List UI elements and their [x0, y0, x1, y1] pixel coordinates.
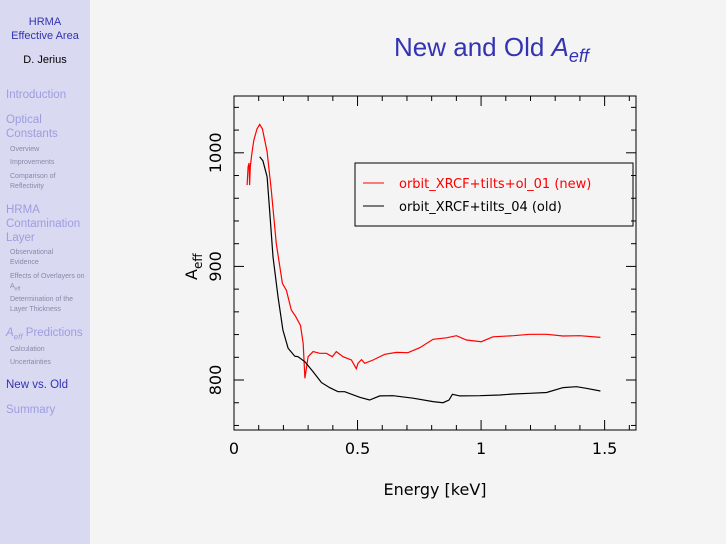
nav-improvements[interactable]: Improvements [10, 159, 55, 166]
slide-title: New and Old Aeff [394, 32, 589, 68]
series-old-line [259, 156, 601, 404]
series-lines [246, 123, 601, 404]
nav-uncertainties[interactable]: Uncertainties [10, 359, 51, 366]
title-a: A [551, 32, 569, 62]
title-line-2: Effective Area [11, 30, 79, 42]
series-new-line [246, 123, 601, 379]
nav-contamination-layer[interactable]: HRMA Contamination Layer [6, 204, 81, 244]
nav-calculation[interactable]: Calculation [10, 346, 45, 353]
y-axis-label: A eff [182, 253, 205, 280]
nav-overview[interactable]: Overview [10, 146, 40, 153]
author: D. Jerius [23, 54, 67, 66]
nav-label: Predictions [25, 327, 83, 339]
title-sub: eff [568, 46, 589, 67]
sidebar-navigation: HRMA Effective Area D. Jerius Introductio… [0, 0, 90, 544]
x-tick-label: 0 [229, 439, 239, 458]
nav-label-a: A [6, 327, 14, 339]
nav-new-vs-old[interactable]: New vs. Old [6, 379, 68, 391]
nav-layer-thickness[interactable]: Determination of the Layer Thickness [10, 296, 74, 313]
y-tick-label: 900 [206, 251, 225, 282]
x-tick-label: 0.5 [345, 439, 370, 458]
nav-summary[interactable]: Summary [6, 404, 56, 416]
legend: orbit_XRCF+tilts+ol_01 (new) orbit_XRCF+… [354, 162, 634, 227]
nav-label: Effects of Overlayers on A [10, 273, 85, 290]
presentation-title[interactable]: HRMA Effective Area [0, 15, 90, 43]
title-line-1: HRMA [28, 16, 62, 28]
x-tick-label: 1.5 [592, 439, 617, 458]
legend-label-new: orbit_XRCF+tilts+ol_01 (new) [399, 177, 591, 192]
title-text: New and Old [394, 32, 552, 62]
nav-optical-constants[interactable]: Optical Constants [6, 114, 58, 140]
nav-comparison[interactable]: Comparison of Reflectivity [10, 173, 56, 190]
y-tick-label: 800 [206, 365, 225, 396]
axis-ticks: 0 0.5 1 1.5 800 900 1000 [206, 96, 636, 458]
legend-label-old: orbit_XRCF+tilts_04 (old) [399, 200, 562, 215]
nav-label-sub: eff [14, 285, 21, 292]
nav-introduction[interactable]: Introduction [6, 89, 67, 101]
nav-aeff-predictions[interactable]: Aeff Predictions [6, 326, 92, 344]
x-axis-label: Energy [keV] [383, 480, 486, 499]
y-label-a: A [182, 269, 201, 280]
nav-observational-evidence[interactable]: Observational Evidence [10, 249, 54, 266]
x-tick-label: 1 [476, 439, 486, 458]
nav-effects-overlayers[interactable]: Effects of Overlayers on Aeff [10, 272, 88, 294]
nav-label-sub: eff [13, 332, 23, 342]
plot-frame [233, 95, 637, 431]
legend-box [354, 162, 634, 227]
y-label-sub: eff [191, 253, 205, 269]
y-tick-label: 1000 [206, 132, 225, 173]
